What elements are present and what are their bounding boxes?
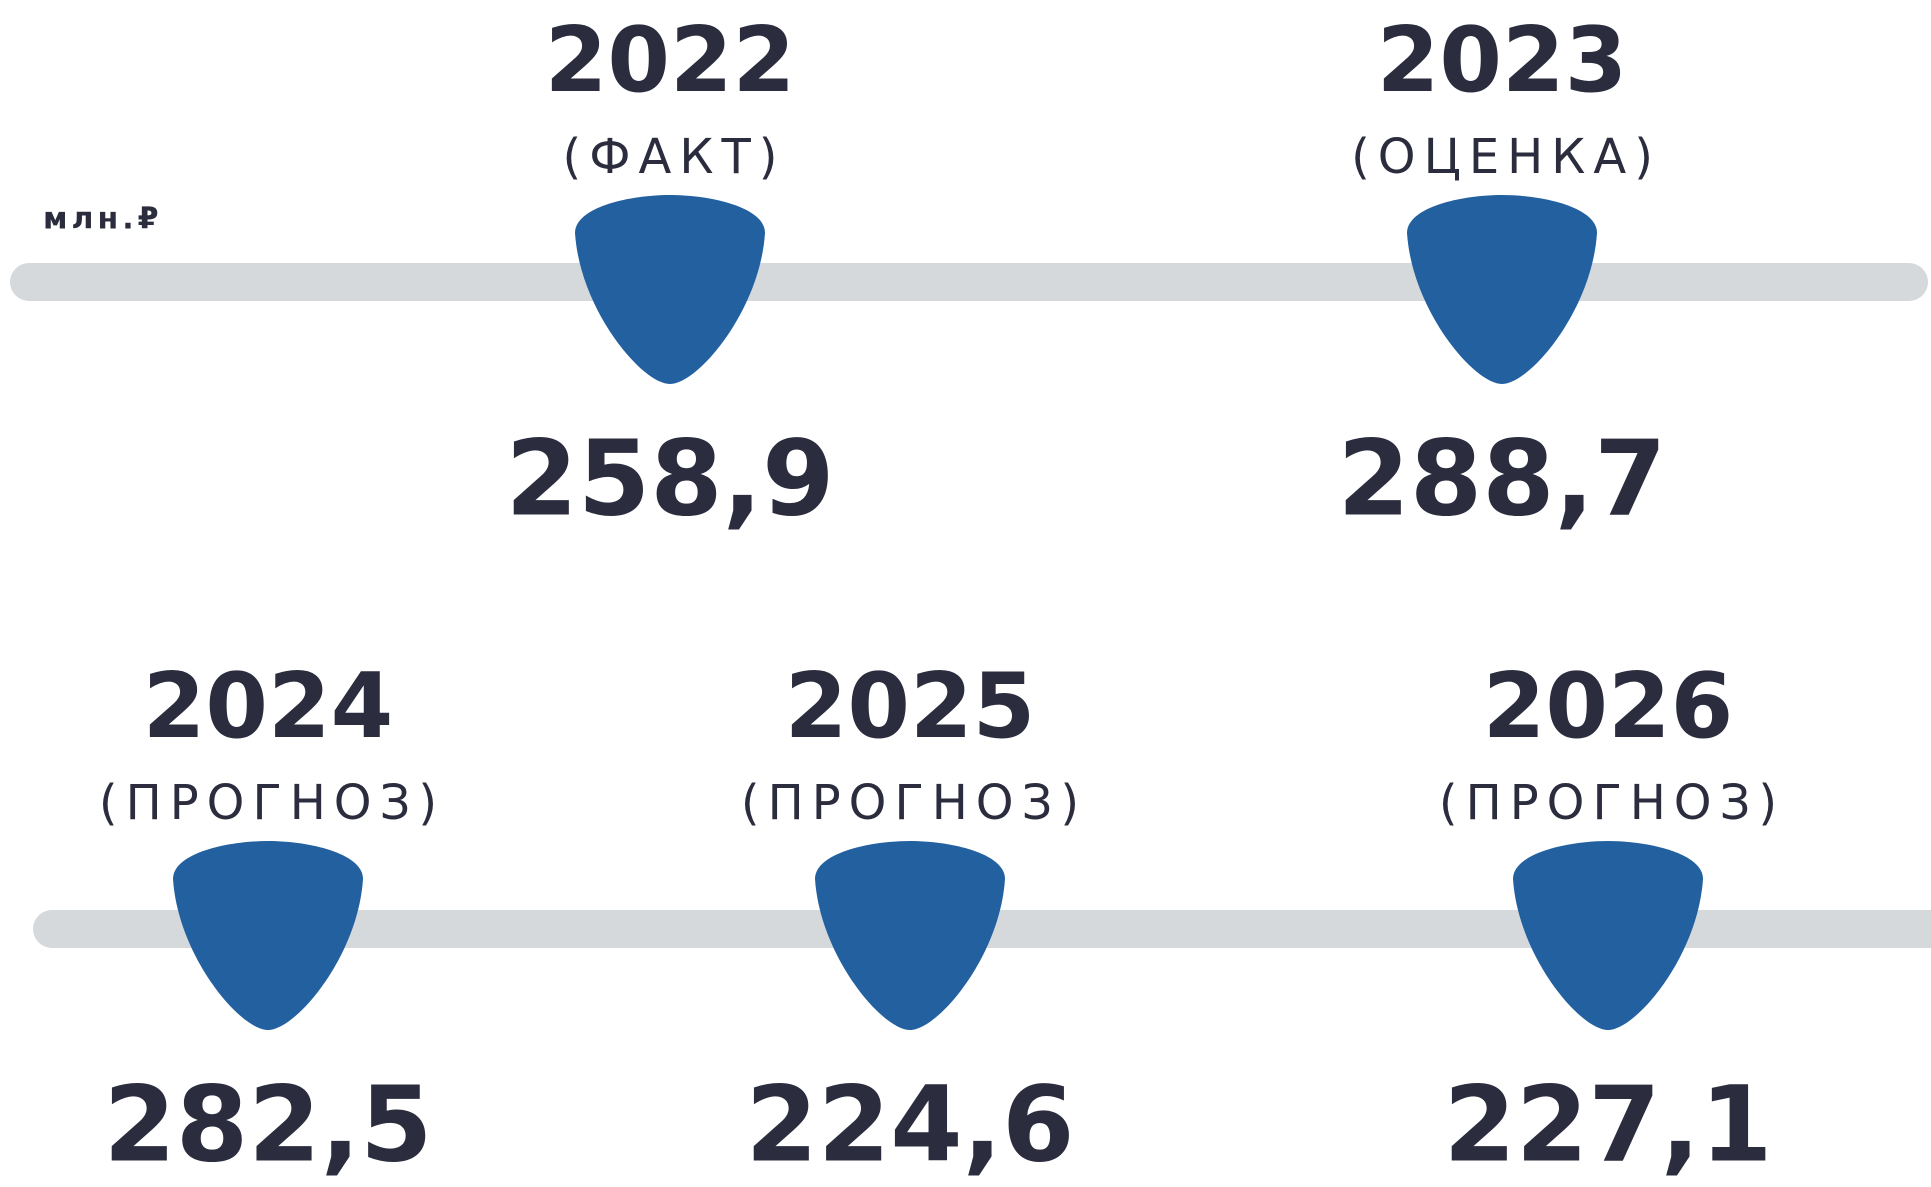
marker-shield	[815, 841, 1005, 1030]
marker-shield	[173, 841, 363, 1030]
year: 2026	[1483, 654, 1734, 759]
status-label: (ПРОГНОЗ)	[741, 775, 1087, 831]
status-label: (ПРОГНОЗ)	[99, 775, 445, 831]
value: 224,6	[746, 1063, 1075, 1185]
year: 2024	[143, 654, 394, 759]
status-label: (ФАКТ)	[562, 129, 785, 185]
value: 227,1	[1444, 1063, 1773, 1185]
status-label: (ПРОГНОЗ)	[1439, 775, 1785, 831]
marker-shield	[1407, 195, 1597, 384]
timeline-bar	[10, 263, 1928, 301]
year: 2025	[785, 654, 1036, 759]
unit-label: млн.₽	[43, 202, 163, 237]
value: 282,5	[104, 1063, 433, 1185]
value: 288,7	[1338, 417, 1667, 539]
marker-shield	[1513, 841, 1703, 1030]
year: 2022	[545, 8, 796, 113]
value: 258,9	[506, 417, 835, 539]
status-label: (ОЦЕНКА)	[1351, 129, 1661, 185]
marker-shield	[575, 195, 765, 384]
year: 2023	[1377, 8, 1628, 113]
